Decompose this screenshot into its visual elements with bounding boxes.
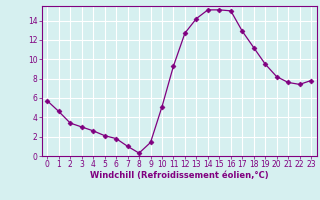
X-axis label: Windchill (Refroidissement éolien,°C): Windchill (Refroidissement éolien,°C) — [90, 171, 268, 180]
